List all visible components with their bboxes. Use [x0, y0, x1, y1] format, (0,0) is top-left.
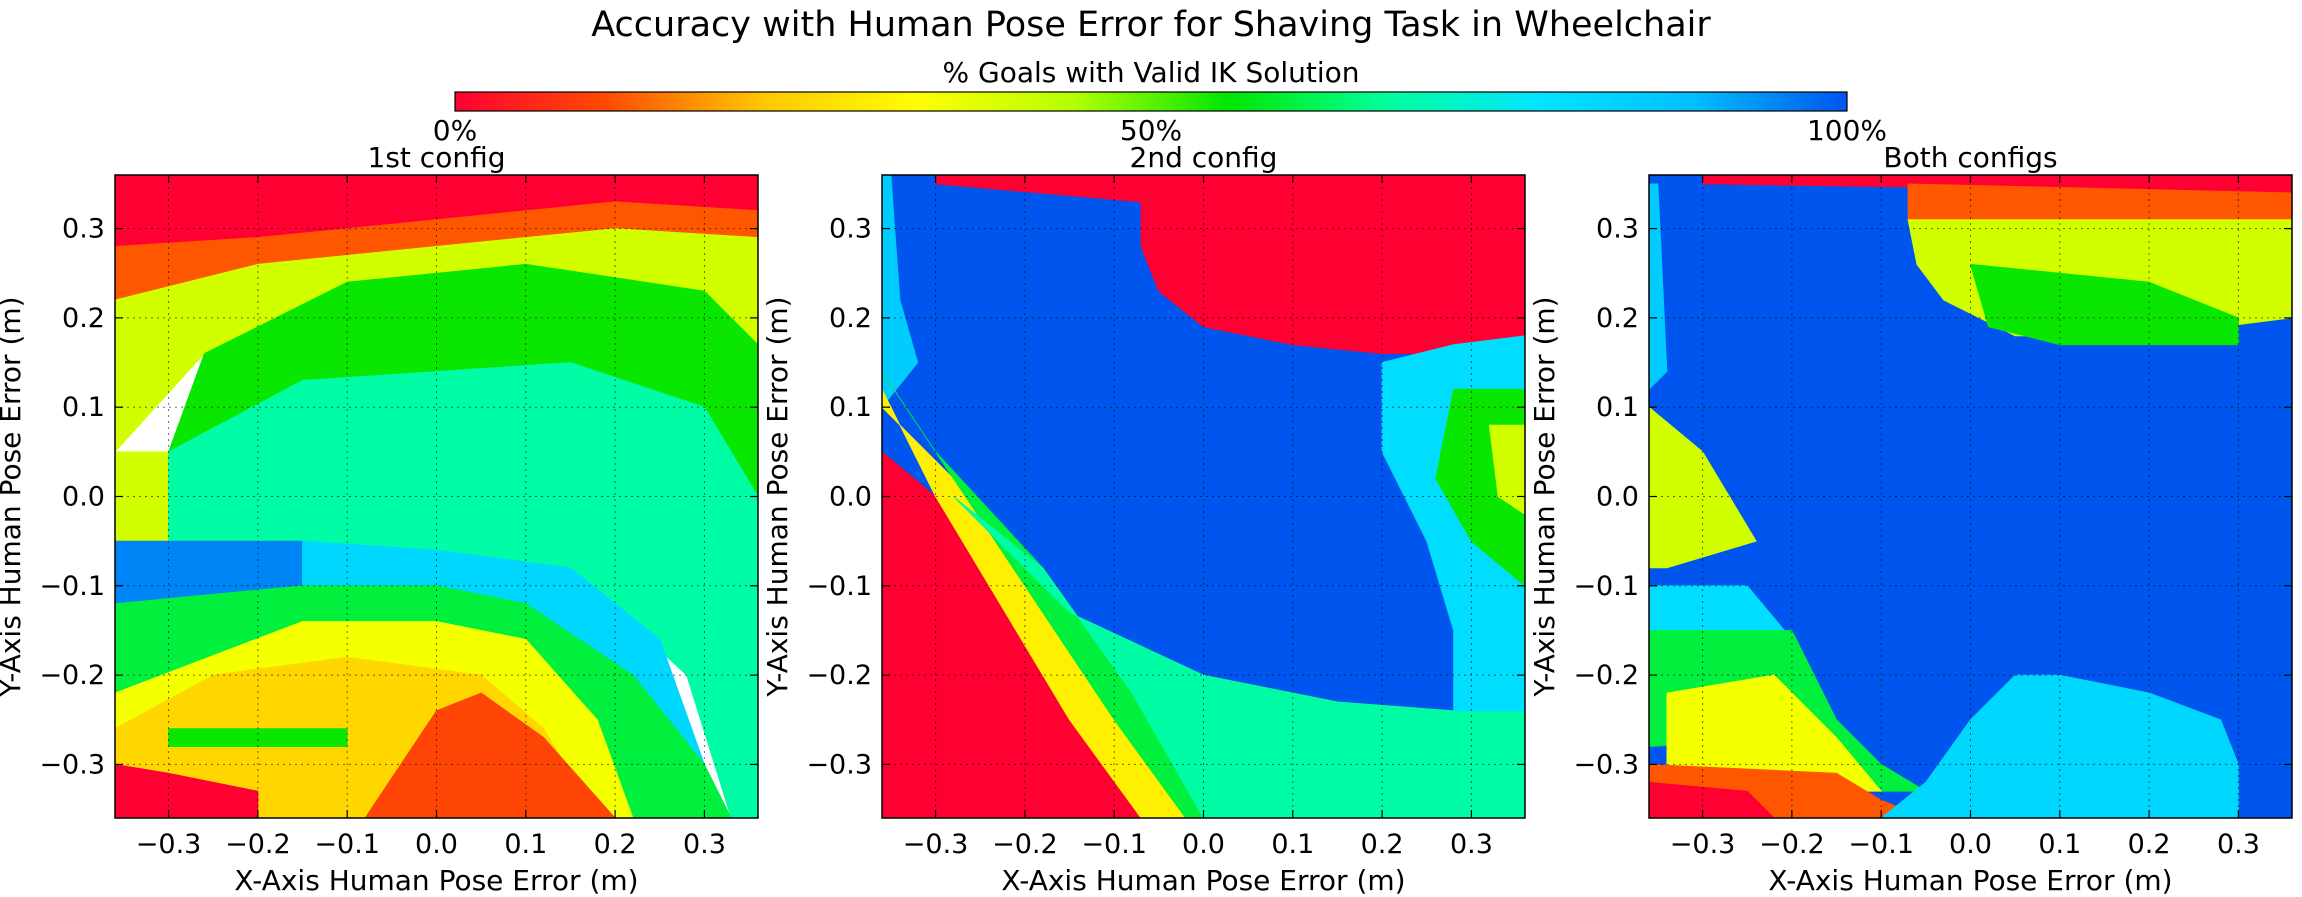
panel-title: 1st config [368, 141, 506, 174]
x-tick-label: −0.3 [1670, 829, 1736, 860]
y-tick-label: 0.3 [62, 214, 105, 245]
colorbar-gradient [454, 91, 1848, 112]
heatmap-region [935, 175, 1525, 355]
y-tick-label: 0.2 [62, 303, 105, 334]
y-tick-label: 0.1 [1596, 392, 1639, 423]
y-tick-label: −0.1 [806, 571, 872, 602]
x-tick-label: −0.3 [903, 829, 969, 860]
heatmap-region [1649, 781, 1775, 818]
x-axis-label: X-Axis Human Pose Error (m) [1001, 864, 1405, 897]
x-tick-label: 0.3 [1450, 829, 1493, 860]
x-tick-label: 0.3 [683, 829, 726, 860]
y-tick-label: −0.2 [39, 660, 105, 691]
heatmap-region [2237, 335, 2292, 818]
y-axis-label: Y-Axis Human Pose Error (m) [0, 296, 27, 697]
x-tick-label: 0.2 [1361, 829, 1404, 860]
x-axis-label: X-Axis Human Pose Error (m) [1768, 864, 2172, 897]
colorbar-tick-label: 50% [1120, 114, 1182, 147]
heatmap-region [1907, 183, 2292, 221]
x-tick-label: −0.2 [1759, 829, 1825, 860]
x-tick-label: 0.1 [504, 829, 547, 860]
panel-1st-config: −0.3 −0.2 −0.1 0.0 0.1 0.2 0.3 −0.3 −0.2 −0.1 0.0 0… [0, 141, 759, 897]
panel-title: Both configs [1883, 141, 2057, 174]
y-tick-label: −0.3 [806, 749, 872, 780]
heatmap-region [953, 496, 1525, 818]
y-tick-label: −0.2 [806, 660, 872, 691]
colorbar-tick-label: 0% [433, 114, 477, 147]
heatmap-region [882, 175, 919, 408]
x-tick-label: −0.2 [225, 829, 291, 860]
panel-2nd-config: −0.3 −0.2 −0.1 0.0 0.1 0.2 0.3 −0.3 −0.2 −0.1 0.0 0… [761, 141, 1526, 897]
heatmap-region [115, 763, 259, 818]
y-tick-label: 0.1 [829, 392, 872, 423]
y-tick-label: −0.2 [1573, 660, 1639, 691]
y-tick-label: 0.3 [1596, 214, 1639, 245]
x-tick-label: −0.2 [992, 829, 1058, 860]
y-axis-label: Y-Axis Human Pose Error (m) [761, 296, 794, 697]
y-axis-label: Y-Axis Human Pose Error (m) [1528, 296, 1561, 697]
heatmap-region [1488, 424, 1525, 515]
panel-both-configs: −0.3 −0.2 −0.1 0.0 0.1 0.2 0.3 −0.3 −0.2 −0.1 0.0 0… [1528, 141, 2293, 897]
heatmap-region [364, 692, 616, 818]
y-tick-label: −0.1 [39, 571, 105, 602]
heatmap-regions [115, 175, 758, 818]
y-tick-label: 0.3 [829, 214, 872, 245]
x-tick-label: −0.3 [136, 829, 202, 860]
colorbar-tick-label: 100% [1807, 114, 1887, 147]
x-tick-label: 0.2 [594, 829, 637, 860]
x-tick-label: −0.1 [1081, 829, 1147, 860]
x-tick-label: 0.3 [2217, 829, 2260, 860]
x-tick-label: 0.1 [1271, 829, 1314, 860]
x-tick-label: −0.1 [1848, 829, 1914, 860]
panel-title: 2nd config [1130, 141, 1278, 174]
x-tick-label: 0.0 [415, 829, 458, 860]
x-tick-label: 0.0 [1949, 829, 1992, 860]
colorbar: % Goals with Valid IK Solution 0% 50% 10… [433, 56, 1887, 147]
y-tick-label: 0.0 [1596, 482, 1639, 513]
y-tick-label: −0.3 [1573, 749, 1639, 780]
x-tick-label: 0.1 [2038, 829, 2081, 860]
heatmap-region [1666, 674, 1883, 792]
y-tick-label: 0.1 [62, 392, 105, 423]
y-tick-label: 0.0 [62, 482, 105, 513]
x-axis-label: X-Axis Human Pose Error (m) [234, 864, 638, 897]
y-tick-label: 0.2 [829, 303, 872, 334]
figure-title: Accuracy with Human Pose Error for Shavi… [591, 5, 1711, 45]
colorbar-label: % Goals with Valid IK Solution [942, 56, 1359, 89]
heatmap-region [115, 451, 170, 542]
heatmap-region [168, 728, 348, 747]
y-tick-label: 0.2 [1596, 303, 1639, 334]
heatmap-regions [882, 175, 1525, 818]
x-tick-label: 0.0 [1182, 829, 1225, 860]
y-tick-label: −0.3 [39, 749, 105, 780]
x-tick-label: −0.1 [314, 829, 380, 860]
y-tick-label: 0.0 [829, 482, 872, 513]
heatmap-region [1649, 183, 1668, 390]
x-tick-label: 0.2 [2128, 829, 2171, 860]
y-tick-label: −0.1 [1573, 571, 1639, 602]
